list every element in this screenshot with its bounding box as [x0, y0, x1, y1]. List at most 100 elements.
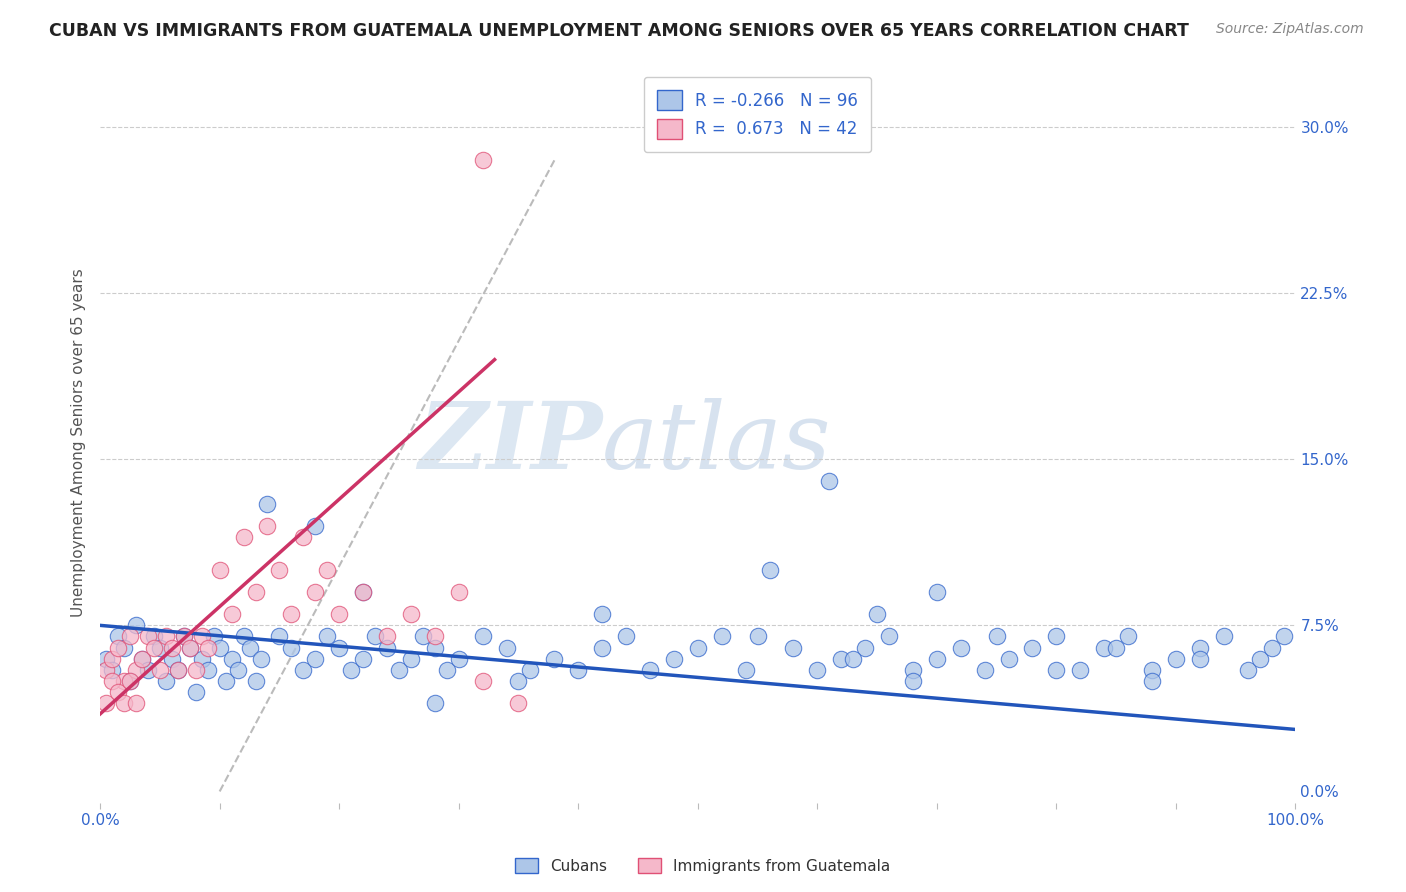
Point	[208, 640, 231, 655]
Point	[184, 685, 207, 699]
Point	[591, 640, 613, 655]
Point	[436, 663, 458, 677]
Point	[173, 630, 195, 644]
Point	[160, 640, 183, 655]
Point	[423, 630, 446, 644]
Legend: Cubans, Immigrants from Guatemala: Cubans, Immigrants from Guatemala	[509, 852, 897, 880]
Point	[269, 630, 291, 644]
Point	[221, 651, 243, 665]
Point	[412, 630, 434, 644]
Point	[1212, 630, 1234, 644]
Point	[179, 640, 201, 655]
Point	[112, 640, 135, 655]
Point	[638, 663, 661, 677]
Point	[447, 585, 470, 599]
Point	[806, 663, 828, 677]
Point	[112, 696, 135, 710]
Point	[949, 640, 972, 655]
Point	[214, 673, 236, 688]
Point	[1116, 630, 1139, 644]
Point	[173, 630, 195, 644]
Point	[155, 630, 177, 644]
Point	[125, 618, 148, 632]
Point	[149, 663, 172, 677]
Legend: R = -0.266   N = 96, R =  0.673   N = 42: R = -0.266 N = 96, R = 0.673 N = 42	[644, 77, 872, 153]
Point	[101, 663, 124, 677]
Point	[232, 530, 254, 544]
Point	[925, 585, 948, 599]
Point	[250, 651, 273, 665]
Point	[328, 607, 350, 622]
Point	[142, 630, 165, 644]
Point	[352, 585, 374, 599]
Y-axis label: Unemployment Among Seniors over 65 years: Unemployment Among Seniors over 65 years	[72, 268, 86, 617]
Point	[567, 663, 589, 677]
Point	[1021, 640, 1043, 655]
Point	[125, 663, 148, 677]
Point	[747, 630, 769, 644]
Point	[131, 651, 153, 665]
Point	[901, 673, 924, 688]
Point	[232, 630, 254, 644]
Point	[190, 630, 212, 644]
Point	[94, 651, 117, 665]
Point	[101, 651, 124, 665]
Point	[1140, 673, 1163, 688]
Point	[399, 651, 422, 665]
Point	[399, 607, 422, 622]
Text: atlas: atlas	[602, 398, 832, 488]
Point	[1272, 630, 1295, 644]
Point	[107, 640, 129, 655]
Point	[190, 651, 212, 665]
Point	[375, 630, 398, 644]
Point	[101, 673, 124, 688]
Point	[221, 607, 243, 622]
Point	[543, 651, 565, 665]
Point	[925, 651, 948, 665]
Point	[1249, 651, 1271, 665]
Point	[997, 651, 1019, 665]
Point	[316, 630, 339, 644]
Point	[107, 685, 129, 699]
Point	[179, 640, 201, 655]
Point	[304, 585, 326, 599]
Point	[1164, 651, 1187, 665]
Point	[112, 673, 135, 688]
Point	[423, 696, 446, 710]
Point	[184, 663, 207, 677]
Point	[136, 663, 159, 677]
Point	[1188, 640, 1211, 655]
Point	[352, 651, 374, 665]
Point	[364, 630, 387, 644]
Point	[471, 153, 494, 168]
Point	[495, 640, 517, 655]
Point	[423, 640, 446, 655]
Point	[591, 607, 613, 622]
Point	[734, 663, 756, 677]
Point	[842, 651, 865, 665]
Point	[986, 630, 1008, 644]
Point	[818, 475, 841, 489]
Point	[519, 663, 541, 677]
Point	[508, 673, 530, 688]
Point	[226, 663, 249, 677]
Point	[853, 640, 876, 655]
Point	[94, 696, 117, 710]
Point	[866, 607, 889, 622]
Point	[155, 673, 177, 688]
Text: CUBAN VS IMMIGRANTS FROM GUATEMALA UNEMPLOYMENT AMONG SENIORS OVER 65 YEARS CORR: CUBAN VS IMMIGRANTS FROM GUATEMALA UNEMP…	[49, 22, 1189, 40]
Point	[202, 630, 225, 644]
Point	[238, 640, 260, 655]
Point	[830, 651, 852, 665]
Point	[614, 630, 637, 644]
Point	[782, 640, 804, 655]
Point	[710, 630, 733, 644]
Point	[304, 651, 326, 665]
Point	[142, 640, 165, 655]
Point	[1140, 663, 1163, 677]
Point	[1260, 640, 1282, 655]
Point	[280, 640, 302, 655]
Point	[352, 585, 374, 599]
Point	[166, 663, 188, 677]
Point	[471, 630, 494, 644]
